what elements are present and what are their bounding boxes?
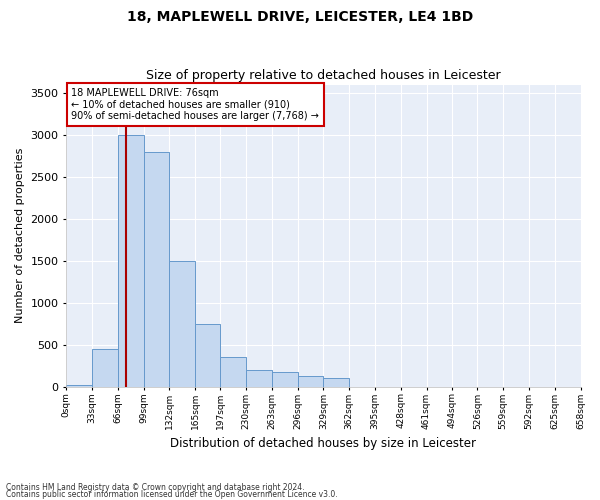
X-axis label: Distribution of detached houses by size in Leicester: Distribution of detached houses by size … [170, 437, 476, 450]
Bar [272, 372, 298, 386]
Bar [67, 384, 92, 386]
Bar [323, 378, 349, 386]
Text: Contains public sector information licensed under the Open Government Licence v3: Contains public sector information licen… [6, 490, 338, 499]
Bar [246, 370, 272, 386]
Bar [118, 135, 143, 386]
Text: 18 MAPLEWELL DRIVE: 76sqm
← 10% of detached houses are smaller (910)
90% of semi: 18 MAPLEWELL DRIVE: 76sqm ← 10% of detac… [71, 88, 319, 121]
Bar [169, 261, 195, 386]
Bar [220, 358, 246, 386]
Bar [298, 376, 323, 386]
Bar [92, 349, 118, 387]
Bar [143, 152, 169, 386]
Text: Contains HM Land Registry data © Crown copyright and database right 2024.: Contains HM Land Registry data © Crown c… [6, 484, 305, 492]
Y-axis label: Number of detached properties: Number of detached properties [15, 148, 25, 324]
Title: Size of property relative to detached houses in Leicester: Size of property relative to detached ho… [146, 69, 501, 82]
Bar [195, 324, 220, 386]
Text: 18, MAPLEWELL DRIVE, LEICESTER, LE4 1BD: 18, MAPLEWELL DRIVE, LEICESTER, LE4 1BD [127, 10, 473, 24]
